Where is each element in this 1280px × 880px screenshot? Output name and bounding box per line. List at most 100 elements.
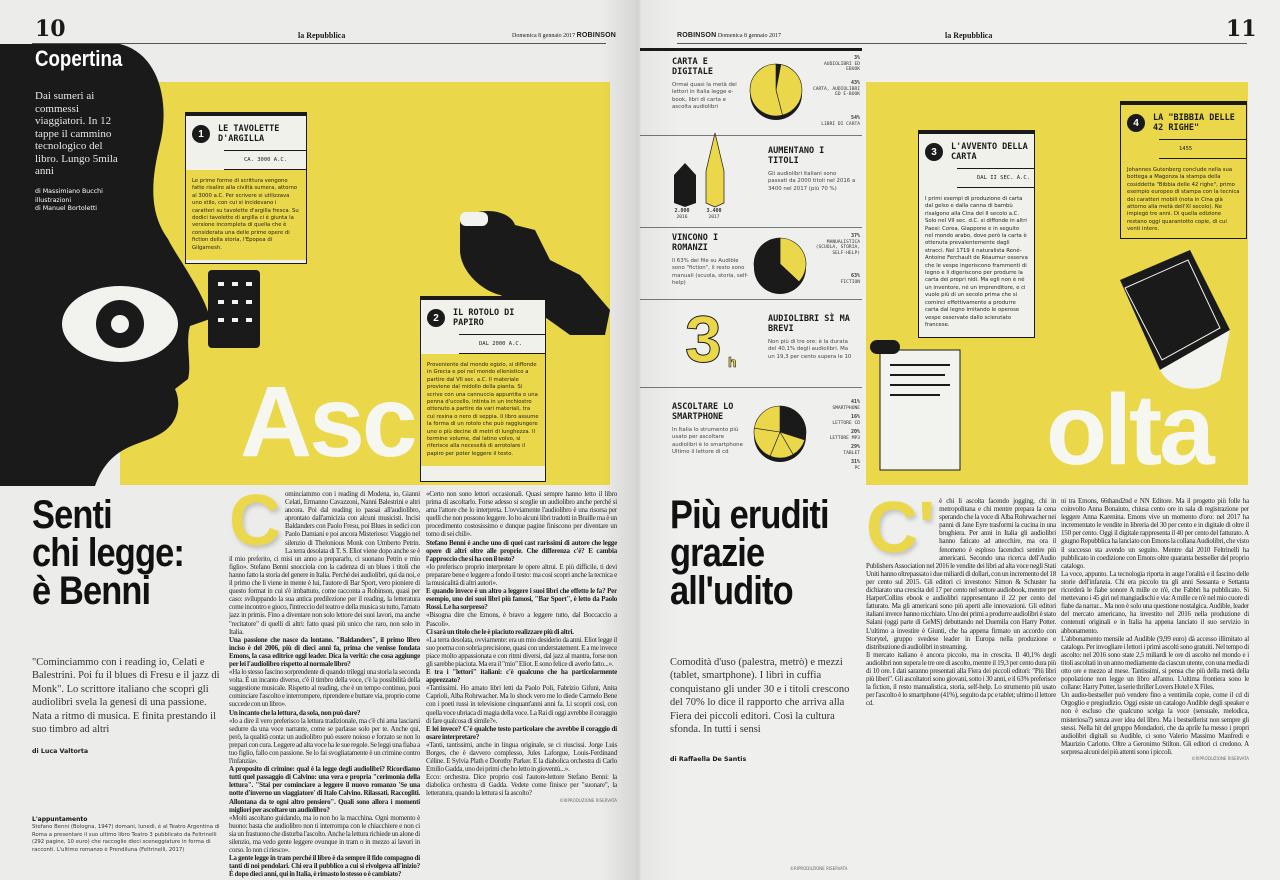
paragraph: Ecco: orchestra. Dice proprio così l'aut… [426,773,617,798]
byline-left: di Luca Valtorta [32,748,89,755]
box-title: IL ROTOLO DI PAPIRO [453,308,515,328]
illustrator-credit: di Manuel Bortoletti [35,205,98,213]
big-number-3: 3 [685,302,723,376]
pie-slice-manualistica-scuola-storia-self-help- [779,237,807,283]
box-text: Johannes Gutenberg conclude nella sua bo… [1127,167,1240,233]
pie-label: 16% LETTORE CD [832,414,860,426]
paragraph: è chi li ascolta facendo jogging, chi in… [866,497,1056,651]
paragraph: L'abbonamento mensile ad Audible (9,99 e… [1061,634,1249,692]
date-left: Domenica 8 gennaio 2017 [512,33,576,39]
bar-label-2017: 3.400 2017 [706,208,722,220]
article-right-column-1: C' è chi li ascolta facendo jogging, chi… [866,497,1056,877]
papyrus-scroll-illustration [460,210,610,335]
section-title: VINCONO I ROMANZI [672,233,719,253]
hours-unit: h [728,354,737,371]
paragraph: «Io preferisco proprio interpretare le o… [426,562,617,588]
pie-label: 37% MANUALISTICA (SCUOLA, STORIA, SELF-HE… [815,233,860,256]
box-text: Proveniente dal mondo egizio, si diffond… [421,354,545,467]
question: A proposito di crimine: qual è la legge … [229,765,420,814]
box-title: L'AVVENTO DELLA CARTA [951,142,1028,162]
big-letters-left: Asc [240,366,417,478]
pie-chart-romanzi [753,237,807,294]
cover-intro: Dai sumeri ai commessi viaggiatori. In 1… [35,90,118,177]
question: Un incanto che la lettura, da sola, non … [229,708,361,717]
question: E quando invece è un altro a leggere i s… [426,587,617,612]
paragraph: Un audio-bestseller può vendere fino a v… [1061,691,1249,756]
box-text: Le prime forme di scrittura vengono fatt… [186,170,306,261]
section-rubric: Copertina [35,46,123,71]
copyright-right: ©RIPRODUZIONE RISERVATA [1191,756,1249,761]
paper-scroll-illustration [870,340,961,471]
header-rule-right [677,43,1247,44]
paragraph: ominciammo con i reading di Modena, io, … [229,490,420,636]
page-number-right: 11 [1226,16,1257,42]
appointment-title: L'appuntamento [32,816,88,823]
bar-label-2016: 2.000 2016 [674,208,690,220]
byline-right: di Raffaella De Santis [670,756,747,763]
paragraph: «La terra desolata, ovviamente: era un m… [426,635,617,668]
pie-slice-pc [753,405,781,433]
paragraph: «Bisogna dire che Emons, è bravo a legge… [426,611,617,628]
timeline-box-4: 4 LA "BIBBIA DELLE 42 RIGHE" 1455 Johanne… [1120,101,1247,239]
step-number-badge: 2 [427,309,445,327]
paragraph: «Certo non sono lettori occasionali. Qua… [426,490,617,539]
headline-line: grazie [670,531,765,575]
date-right: Domenica 8 gennaio 2017 [717,33,781,39]
crystal-bar-chart [674,132,725,208]
masthead-right: la Repubblica [945,31,993,40]
question: E lei invece? C'è qualche testo particol… [426,724,617,741]
step-number-badge: 1 [192,125,210,143]
section-titoli: 2.000 2016 3.400 2017 AUMENTANO I TITOLI G… [640,132,862,227]
section-left: ROBINSON [576,32,616,39]
section-text: Gli audiolibri italiani sono passati da … [768,171,856,192]
question: Stefano Benni è anche uno di quei cast r… [426,538,617,563]
pie-label: 3% AUDIOLIBRI ED EBOOK [824,55,860,72]
step-number-badge: 3 [925,143,943,161]
question: Una passione che nasce da lontano. "Bald… [229,635,420,668]
dateline-right: ROBINSON Domenica 8 gennaio 2017 [677,32,781,39]
deck-left: "Cominciammo con i reading io, Celati e … [32,657,220,736]
section-title: AUMENTANO I TITOLI [768,146,825,166]
article-right-column-2: ni tra Emons, 66thand2nd e NN Editore. M… [1061,497,1249,877]
timeline-box-1: 1 LE TAVOLETTE D'ARGILLA CA. 3000 A.C. Le… [185,112,307,264]
paragraph: «Tanti, tantissimi, anche in lingua orig… [426,740,617,774]
section-text: Non più di tre ore: è la durata del 40,1… [768,339,852,360]
section-right: ROBINSON [677,32,717,39]
deck-right: Comodità d'uso (palestra, metrò) e mezzi… [670,657,850,736]
pie-label: 20% LETTORE MP3 [829,429,860,441]
box-date: DAL 2000 A.C. [459,334,545,354]
headline-right: Più eruditi grazie all'udito [670,493,830,611]
box-text: I primi esempi di produzione di carta da… [919,188,1034,338]
infographic-column: CARTA E DIGITALE Ormai quasi la metà dei… [640,48,862,488]
headline-line: Più eruditi [670,493,830,537]
section-text: Il 63% dei file su Audible sono "fiction… [672,258,749,287]
illustrations-label: illustrazioni [35,196,72,204]
cover-credits: di Massimiano Bucchi illustrazioni di Ma… [35,188,125,214]
paragraph: «Molti ascoltano guidando, ma io non ho … [229,813,420,855]
section-text: Ormai quasi la metà dei lettori in Itali… [672,82,737,111]
box-date: DAL II SEC. A.C. [957,168,1034,188]
paragraph: «Tantissimi. Ho amato libri letti da Pao… [426,684,617,725]
paragraph: «Ha lo stesso fascino sorprendente di qu… [229,668,420,709]
pie-label: 63% FICTION [840,273,860,285]
paragraph: Il mercato italiano è ancora piccolo, ma… [866,650,1056,708]
question: Ci sarà un titolo che le è piaciuto real… [426,627,574,636]
timeline-box-3: 3 L'AVVENTO DELLA CARTA DAL II SEC. A.C. … [918,130,1035,338]
pie-label: 54% LIBRI DI CARTA [821,115,860,127]
box-date: 1455 [1159,139,1246,159]
bar-2017 [705,132,725,208]
question: La gente legge in tram perché il libro è… [229,854,420,879]
big-letters-right: olta [1046,374,1215,486]
paragraph: La voce, appunto. La tecnologia riporta … [1061,569,1249,635]
step-number-badge: 4 [1127,114,1145,132]
head-silhouette-illustration [0,44,210,486]
headline-line: Senti [32,493,113,537]
section-title: CARTA E DIGITALE [672,57,713,77]
timeline-box-2: 2 IL ROTOLO DI PAPIRO DAL 2000 A.C. Prove… [420,296,546,482]
appointment-text: Stefano Benni (Bologna, 1947) domani, lu… [32,824,220,853]
page-number-left: 10 [35,16,66,42]
pie-chart-smartphone [753,405,807,462]
author-credit: di Massimiano Bucchi [35,188,103,195]
clay-tablet-illustration [208,270,260,348]
copyright-right-infographic: ©RIPRODUZIONE RISERVATA [790,866,848,871]
